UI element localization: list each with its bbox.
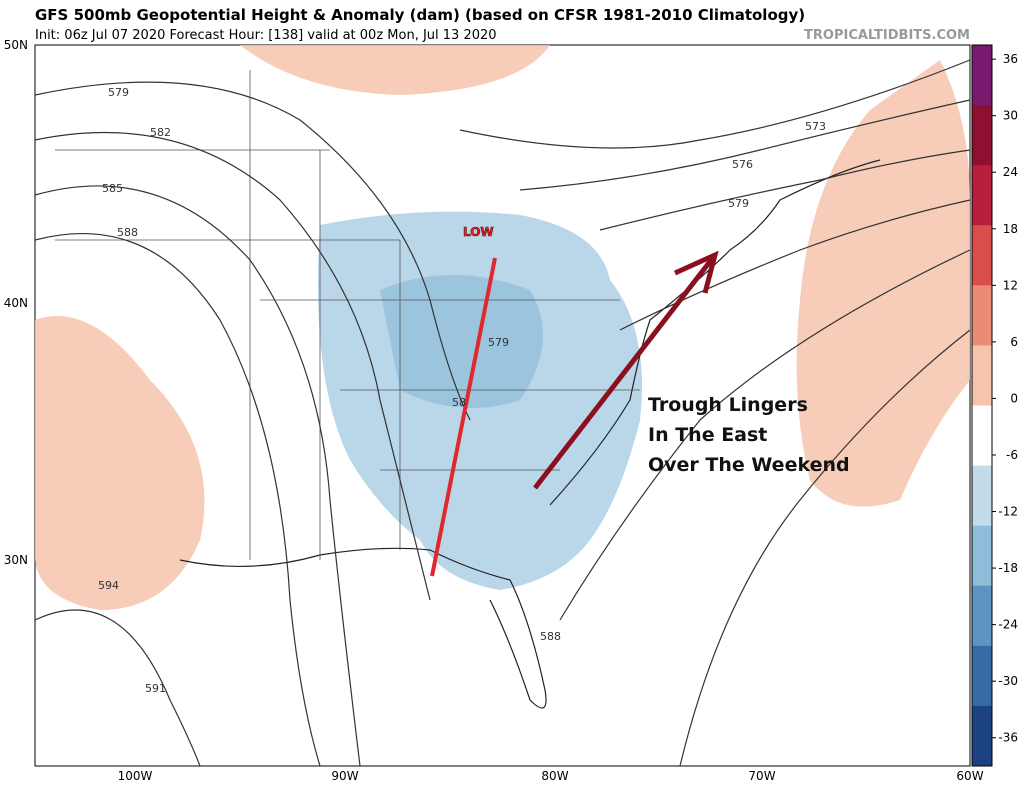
state-borders [55,70,640,560]
source: TROPICALTIDBITS.COM [804,28,970,43]
lon-label: 60W [956,769,983,783]
colorbar-segment [972,465,992,527]
colorbar-segment [972,45,992,106]
subtitle: Init: 06z Jul 07 2020 Forecast Hour: [13… [35,28,497,43]
lat-label: 50N [4,38,28,52]
positive-anomaly [796,60,970,507]
colorbar-segment [972,285,992,346]
contour-label: 582 [150,126,171,139]
colorbar-segment [972,705,992,767]
contour-label: 594 [98,579,119,592]
contour-label: 58 [452,396,466,409]
contour-label: 579 [488,336,509,349]
colorbar-segment [972,645,992,707]
note-line: Trough Lingers [648,394,808,416]
colorbar-label: -12 [998,505,1018,519]
contour-label: 579 [108,86,129,99]
contour-label: 588 [117,226,138,239]
contours [34,59,971,767]
colorbar-frame [971,44,993,767]
colorbar-label: 18 [1003,222,1018,236]
colorbar-label: 0 [1010,391,1018,405]
colorbar-segment [972,405,992,467]
contour-label: 576 [732,158,753,171]
colorbar-label: -24 [998,618,1018,632]
colorbar-label: -30 [998,674,1018,688]
contour-label: 585 [102,182,123,195]
lat-label: 40N [4,296,28,310]
note-line: In The East [648,424,767,446]
colorbar-segment [972,585,992,647]
lon-label: 80W [541,769,568,783]
lon-label: 70W [748,769,775,783]
colorbar: 36 30 24 18 12 6 0 -6 -12 -18 -24 -30 -36 [971,44,1018,767]
colorbar-label: 36 [1003,52,1018,66]
map-area: LOW Trough Lingers In The East Over The … [34,44,971,767]
colorbar-label: 24 [1003,165,1018,179]
colorbar-segment [972,105,992,166]
negative-anomaly-core [380,275,543,408]
colorbar-label: -36 [998,731,1018,745]
arrow [430,257,497,577]
contour-label: 588 [540,630,561,643]
positive-anomaly [240,45,550,95]
colorbar-label: 12 [1003,278,1018,292]
title: GFS 500mb Geopotential Height & Anomaly … [35,6,805,24]
colorbar-label: -18 [998,561,1018,575]
arrow [533,253,717,490]
colorbar-label: -6 [1006,448,1018,462]
colorbar-segment [972,225,992,286]
lat-label: 30N [4,553,28,567]
contour-label: 579 [728,197,749,210]
positive-anomaly [35,316,205,610]
colorbar-segment [972,165,992,226]
contour-label: 573 [805,120,826,133]
colorbar-label: 30 [1003,109,1018,123]
lon-label: 90W [331,769,358,783]
note-line: Over The Weekend [648,454,850,476]
contour-label: 591 [145,682,166,695]
colorbar-label: 6 [1010,335,1018,349]
lon-label: 100W [118,769,153,783]
arrow-head [673,250,719,294]
low-label: LOW [463,225,494,239]
colorbar-segment [972,525,992,587]
colorbar-segment [972,345,992,406]
